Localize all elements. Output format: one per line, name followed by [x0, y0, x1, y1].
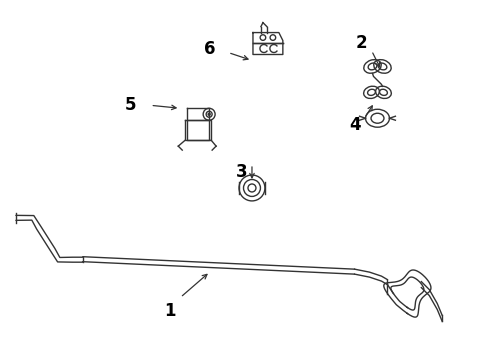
- Text: 1: 1: [165, 302, 176, 320]
- Text: 3: 3: [236, 163, 248, 181]
- Text: 6: 6: [204, 40, 216, 58]
- Text: 5: 5: [124, 96, 136, 114]
- Circle shape: [208, 113, 210, 115]
- Text: 4: 4: [349, 116, 360, 134]
- Text: 2: 2: [356, 33, 368, 51]
